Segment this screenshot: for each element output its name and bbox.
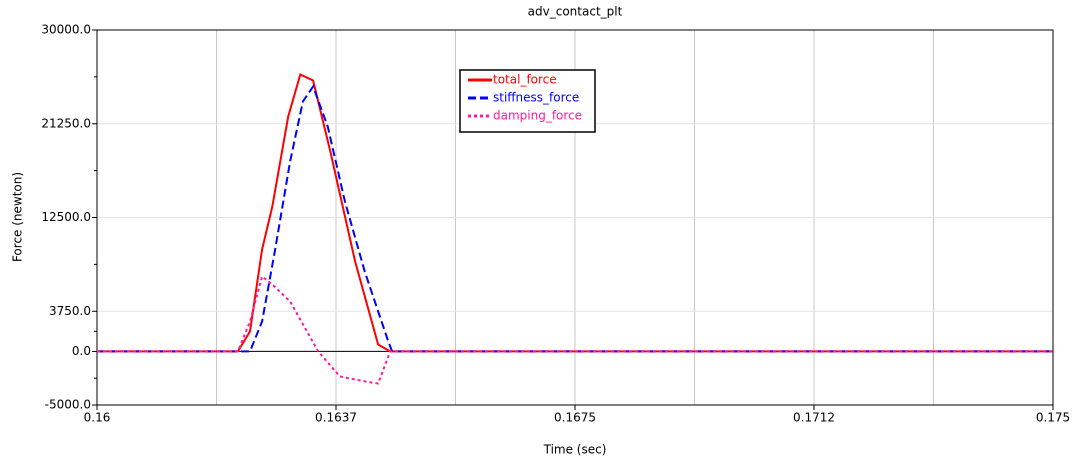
y-tick-label: -5000.0 [45, 398, 91, 412]
x-tick-label: 0.1675 [554, 411, 596, 425]
x-tick-label: 0.175 [1036, 411, 1070, 425]
line [97, 73, 1053, 353]
x-tick-label: 0.1637 [315, 411, 357, 425]
y-tick-label: 30000.0 [41, 23, 91, 37]
legend-label: damping_force [493, 109, 582, 123]
y-tick-label: 0.0 [72, 344, 91, 358]
line [97, 274, 1053, 385]
plot-frame [96, 29, 1054, 406]
chart-title: adv_contact_plt [528, 5, 623, 19]
x-axis-label: Time (sec) [543, 443, 607, 457]
legend-label: stiffness_force [493, 91, 579, 105]
y-tick-label: 12500.0 [41, 210, 91, 224]
x-tick-label: 0.16 [84, 411, 111, 425]
y-tick-label: 3750.0 [49, 304, 91, 318]
line [97, 84, 1053, 353]
y-axis-label: Force (newton) [11, 172, 25, 262]
y-tick-label: 21250.0 [41, 116, 91, 130]
legend-label: total_force [493, 73, 557, 87]
x-tick-label: 0.1712 [793, 411, 835, 425]
